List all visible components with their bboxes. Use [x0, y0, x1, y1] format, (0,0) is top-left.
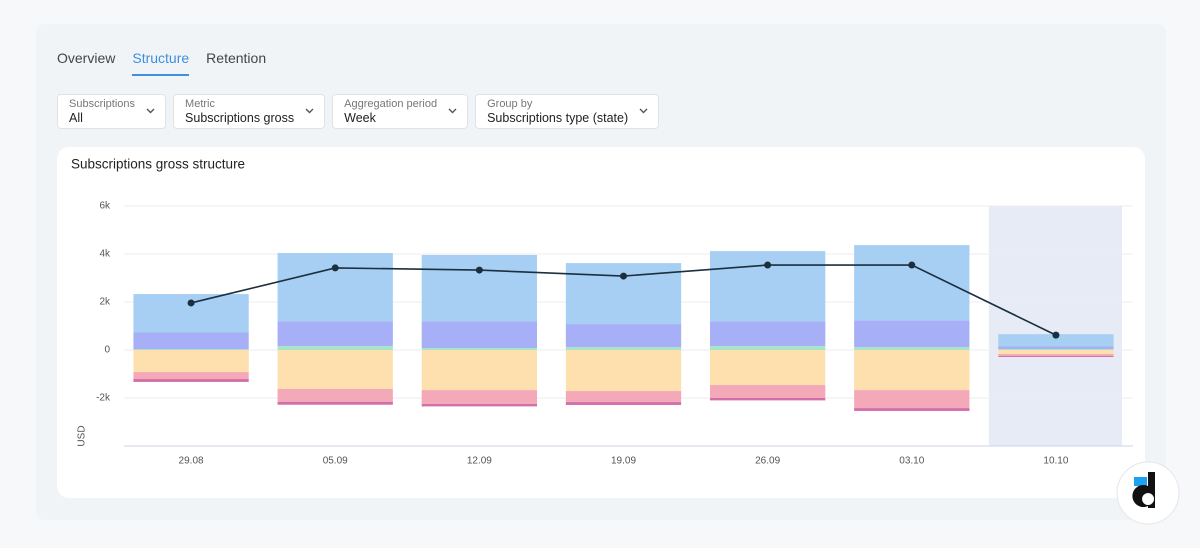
y-tick-label: 6k: [99, 201, 111, 212]
y-tick-label: 4k: [99, 249, 111, 260]
bar-segment: [277, 253, 393, 322]
bar-segment: [854, 390, 970, 409]
bar-segment: [854, 350, 970, 391]
bar-segment: [565, 402, 682, 405]
line-point: [475, 266, 483, 274]
chevron: [639, 108, 648, 114]
tab[interactable]: Overview: [57, 50, 116, 66]
bar-segment: [854, 347, 970, 350]
line-point: [620, 272, 627, 280]
y-axis-label: USD: [77, 425, 88, 446]
bar-segment: [421, 348, 538, 350]
tabs: Overview Structure Retention: [57, 50, 266, 76]
filter-value: Subscriptions gross: [185, 111, 295, 125]
filter-label: Subscriptions: [69, 98, 136, 110]
line-point: [764, 261, 772, 269]
bar-segment: [709, 385, 826, 398]
bar-segment: [854, 245, 970, 321]
filter-value: All: [69, 111, 83, 125]
line-point: [187, 299, 195, 307]
bar-segment: [709, 350, 826, 386]
filter-dropdown[interactable]: Subscriptions All: [57, 94, 167, 129]
x-tick-label: 12.09: [467, 456, 492, 467]
bar-segment: [277, 321, 393, 347]
y-tick-label: -2k: [96, 393, 111, 404]
highlight-band: [988, 206, 1122, 446]
bar-segment: [133, 350, 249, 373]
x-tick-label: 19.09: [611, 456, 636, 467]
line-point: [331, 264, 339, 272]
bar-segment: [998, 349, 1114, 350]
line-point: [908, 261, 916, 269]
chevron: [305, 108, 314, 114]
tab[interactable]: Retention: [206, 50, 267, 66]
bar-segment: [565, 347, 682, 350]
bar-segment: [421, 404, 538, 407]
filter-label: Group by: [487, 98, 533, 110]
bar-segment: [277, 350, 393, 389]
bar-segment: [709, 321, 826, 347]
chart-title: Subscriptions gross structure: [71, 157, 245, 172]
bar-segment: [854, 320, 970, 348]
logo: [1116, 461, 1180, 525]
x-tick-label: 05.09: [323, 456, 348, 467]
filter-dropdown[interactable]: Aggregation period Week: [332, 94, 469, 129]
bar-segment: [565, 391, 682, 403]
x-tick-label: 03.10: [899, 456, 924, 467]
x-tick-label: 26.09: [755, 456, 780, 467]
bar-segment: [998, 334, 1114, 347]
y-tick-label: 0: [104, 345, 110, 356]
bar-segment: [998, 356, 1114, 357]
bar-segment: [421, 254, 538, 322]
line-point: [1052, 331, 1060, 339]
x-tick-label: 29.08: [179, 456, 204, 467]
chevron: [146, 108, 155, 114]
filters: Subscriptions All Metric Subscriptions gros…: [57, 94, 660, 129]
tab[interactable]: Structure: [132, 50, 190, 76]
bar-segment: [277, 401, 393, 405]
bar-segment: [565, 350, 682, 392]
bar-segment: [421, 321, 538, 349]
bar-segment: [133, 349, 249, 350]
bar-segment: [709, 398, 826, 401]
bar-segment: [421, 350, 538, 391]
bar-segment: [277, 388, 393, 402]
filter-label: Metric: [185, 98, 215, 110]
y-tick-label: 2k: [99, 297, 111, 308]
filter-label: Aggregation period: [344, 98, 438, 110]
bar-segment: [133, 372, 249, 380]
bar-segment: [277, 346, 393, 350]
bar-segment: [133, 332, 249, 350]
bar-segment: [421, 390, 538, 404]
chevron: [448, 108, 457, 114]
filter-dropdown[interactable]: Metric Subscriptions gross: [173, 94, 326, 129]
bar-segment: [998, 354, 1114, 356]
bar-segment: [565, 324, 682, 348]
filter-value: Subscriptions type (state): [487, 111, 629, 125]
filter-dropdown[interactable]: Group by Subscriptions type (state): [475, 94, 660, 129]
x-tick-label: 10.10: [1043, 456, 1068, 467]
bar-segment: [998, 350, 1114, 355]
bar-segment: [133, 379, 249, 382]
bar-segment: [709, 346, 826, 350]
filter-value: Week: [344, 111, 376, 125]
bar-segment: [998, 346, 1114, 350]
bar-segment: [854, 408, 970, 411]
